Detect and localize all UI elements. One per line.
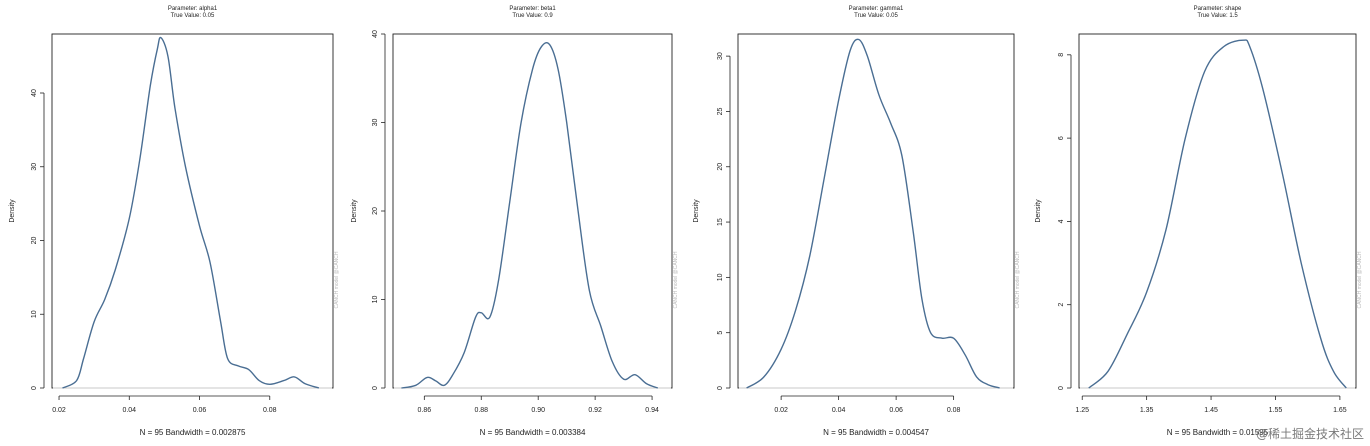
panel-watermark: CANCH model @CANCH	[1015, 251, 1021, 308]
y-tick-label: 20	[717, 163, 724, 171]
x-tick-label: 0.04	[832, 407, 846, 414]
plot-frame	[392, 33, 673, 389]
x-axis-label: N = 95 Bandwidth = 0.002875	[140, 428, 246, 437]
y-tick-label: 0	[717, 386, 724, 390]
plot-frame	[1078, 33, 1357, 389]
x-axis-label: N = 95 Bandwidth = 0.003384	[480, 428, 586, 437]
plot-frame	[51, 33, 334, 389]
y-tick-label: 0	[31, 386, 38, 390]
panel-watermark: CANCH model @CANCH	[1357, 251, 1363, 308]
chart-subtitle: True Value: 0.05	[854, 13, 898, 19]
y-tick-label: 10	[717, 273, 724, 281]
y-axis-label: Density	[351, 199, 358, 223]
y-axis-label: Density	[9, 199, 16, 223]
density-panel-gamma1: Parameter: gamma1 True Value: 0.05 0 5 10 15 2…	[684, 0, 1026, 446]
y-tick-label: 2	[1058, 303, 1065, 307]
x-tick-label: 0.90	[531, 407, 545, 414]
x-tick-label: 1.25	[1075, 407, 1089, 414]
x-tick-label: 1.65	[1333, 407, 1347, 414]
density-curve	[62, 36, 320, 389]
x-tick-label: 0.86	[418, 407, 432, 414]
x-tick-label: 0.06	[193, 407, 207, 414]
chart-title: Parameter: beta1	[509, 6, 556, 12]
y-tick-label: 40	[31, 89, 38, 97]
y-tick-label: 30	[717, 52, 724, 60]
panel-watermark: CANCH model @CANCH	[334, 251, 340, 308]
y-tick-label: 5	[717, 331, 724, 335]
y-tick-label: 10	[31, 310, 38, 318]
y-tick-label: 40	[372, 30, 379, 38]
y-tick-label: 15	[717, 218, 724, 226]
x-tick-label: 1.35	[1140, 407, 1154, 414]
x-tick-label: 0.92	[588, 407, 602, 414]
x-tick-label: 0.94	[645, 407, 659, 414]
x-axis-label: N = 95 Bandwidth = 0.01595	[1167, 428, 1269, 437]
chart-subtitle: True Value: 1.5	[1197, 13, 1238, 19]
y-tick-label: 25	[717, 107, 724, 115]
x-tick-label: 0.88	[474, 407, 488, 414]
y-tick-label: 4	[1058, 219, 1065, 223]
x-tick-label: 0.08	[263, 407, 277, 414]
x-tick-label: 0.02	[52, 407, 66, 414]
y-tick-label: 20	[31, 237, 38, 245]
x-axis-label: N = 95 Bandwidth = 0.004547	[823, 428, 929, 437]
y-tick-label: 6	[1058, 136, 1065, 140]
density-curve	[401, 42, 659, 389]
chart-subtitle: True Value: 0.05	[171, 13, 215, 19]
x-tick-label: 1.45	[1204, 407, 1218, 414]
y-tick-label: 20	[372, 207, 379, 215]
density-panel-alpha1: Parameter: alpha1 True Value: 0.05 0 10 20 30…	[0, 0, 342, 446]
x-tick-label: 0.04	[122, 407, 136, 414]
density-curve	[1088, 39, 1347, 389]
y-tick-label: 30	[372, 119, 379, 127]
page-watermark: @稀土掘金技术社区	[1255, 427, 1364, 441]
panel-watermark: CANCH model @CANCH	[673, 251, 679, 308]
density-panel-shape: Parameter: shape True Value: 1.5 0 2 4 6 8 Dens…	[1026, 0, 1370, 446]
density-curve	[746, 38, 1000, 389]
y-tick-label: 10	[372, 296, 379, 304]
chart-title: Parameter: shape	[1194, 6, 1242, 12]
x-tick-label: 0.06	[889, 407, 903, 414]
y-tick-label: 8	[1058, 53, 1065, 57]
x-tick-label: 0.08	[947, 407, 961, 414]
y-tick-label: 0	[372, 386, 379, 390]
x-tick-label: 0.02	[774, 407, 788, 414]
y-axis-label: Density	[693, 199, 700, 223]
y-tick-label: 30	[31, 163, 38, 171]
chart-subtitle: True Value: 0.9	[512, 13, 553, 19]
y-axis-label: Density	[1035, 199, 1042, 223]
chart-title: Parameter: alpha1	[168, 6, 218, 12]
density-panel-beta1: Parameter: beta1 True Value: 0.9 0 10 20 30 40…	[342, 0, 684, 446]
y-tick-label: 0	[1058, 386, 1065, 390]
x-tick-label: 1.55	[1269, 407, 1283, 414]
chart-title: Parameter: gamma1	[849, 6, 904, 12]
